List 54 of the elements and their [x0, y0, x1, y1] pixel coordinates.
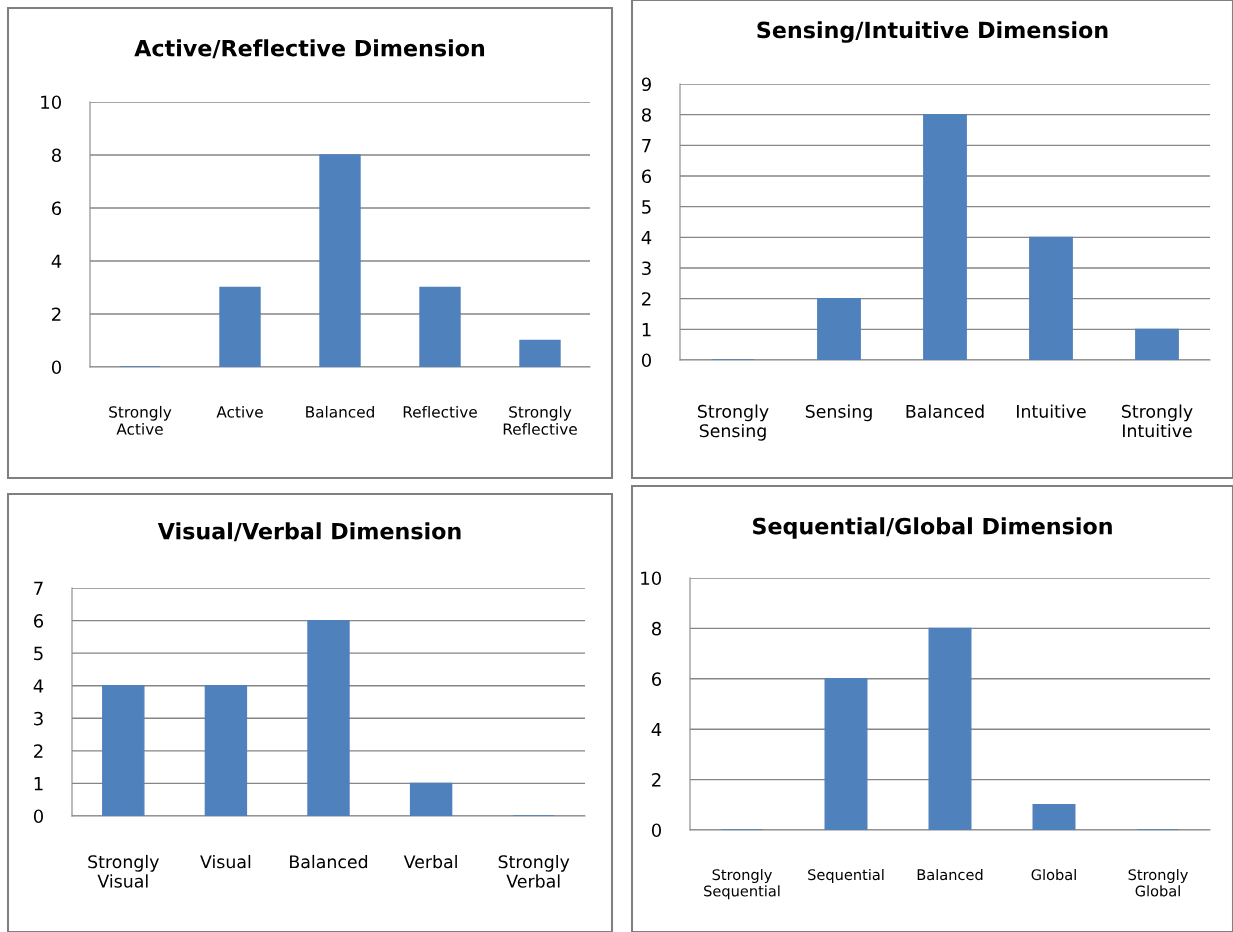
y-tick-label: 3	[642, 261, 651, 276]
y-tick-label: 1	[642, 323, 651, 337]
y-tick-label: 5	[34, 646, 43, 661]
x-tick-label: Intuitive	[1017, 404, 1086, 418]
y-tick-label: 4	[651, 722, 662, 737]
x-tick-label: Sequential	[808, 868, 884, 883]
x-tick-label: Strongly Visual	[88, 854, 159, 888]
x-tick-label: Strongly Verbal	[498, 854, 570, 888]
y-tick-label: 6	[642, 169, 652, 184]
y-tick-label: 0	[651, 823, 662, 838]
x-tick-label: Balanced	[290, 854, 368, 869]
y-tick-label: 6	[34, 614, 44, 628]
chart-title: Visual/Verbal Dimension	[157, 522, 461, 542]
y-tick-label: 6	[652, 672, 662, 686]
x-tick-label: Sensing	[805, 404, 872, 422]
y-tick-label: 2	[52, 307, 61, 321]
x-tick-label: Strongly Active	[109, 405, 172, 435]
y-tick-label: 1	[34, 777, 43, 791]
x-tick-label: Active	[216, 405, 263, 418]
y-tick-label: 10	[641, 571, 662, 586]
y-tick-label: 7	[642, 139, 651, 153]
y-tick-label: 2	[652, 773, 661, 787]
y-tick-label: 0	[51, 360, 62, 375]
y-tick-label: 2	[34, 744, 43, 758]
x-tick-label: Strongly Sensing	[697, 404, 769, 441]
chart-title: Active/Reflective Dimension	[134, 39, 485, 59]
x-tick-label: Strongly Intuitive	[1121, 404, 1193, 438]
y-tick-label: 4	[51, 254, 62, 268]
y-tick-label: 6	[52, 201, 62, 216]
x-tick-label: Strongly Sequential	[704, 868, 780, 900]
y-tick-label: 8	[641, 108, 651, 122]
y-tick-label: 5	[642, 200, 651, 214]
y-tick-label: 4	[33, 679, 44, 693]
y-tick-label: 8	[651, 621, 661, 636]
y-tick-label: 3	[34, 711, 43, 726]
y-tick-label: 7	[34, 581, 43, 595]
x-tick-label: Balanced	[306, 405, 374, 418]
y-tick-label: 4	[641, 231, 652, 245]
chart-title: Sequential/Global Dimension	[753, 517, 1112, 539]
x-tick-label: Strongly Reflective	[503, 405, 577, 435]
y-tick-label: 8	[51, 148, 61, 163]
y-tick-label: 10	[41, 95, 62, 110]
x-tick-label: Global	[1031, 868, 1076, 881]
x-tick-label: Visual	[200, 854, 251, 869]
y-tick-label: 0	[641, 353, 652, 368]
x-tick-label: Balanced	[906, 404, 984, 418]
x-tick-label: Balanced	[917, 868, 983, 881]
x-tick-label: Verbal	[403, 854, 457, 869]
chart-title: Sensing/Intuitive Dimension	[757, 21, 1108, 43]
x-tick-label: Strongly Global	[1128, 868, 1188, 897]
y-tick-label: 9	[641, 77, 651, 92]
x-tick-label: Reflective	[403, 405, 477, 418]
y-tick-label: 2	[642, 292, 651, 306]
y-tick-label: 0	[33, 809, 44, 824]
